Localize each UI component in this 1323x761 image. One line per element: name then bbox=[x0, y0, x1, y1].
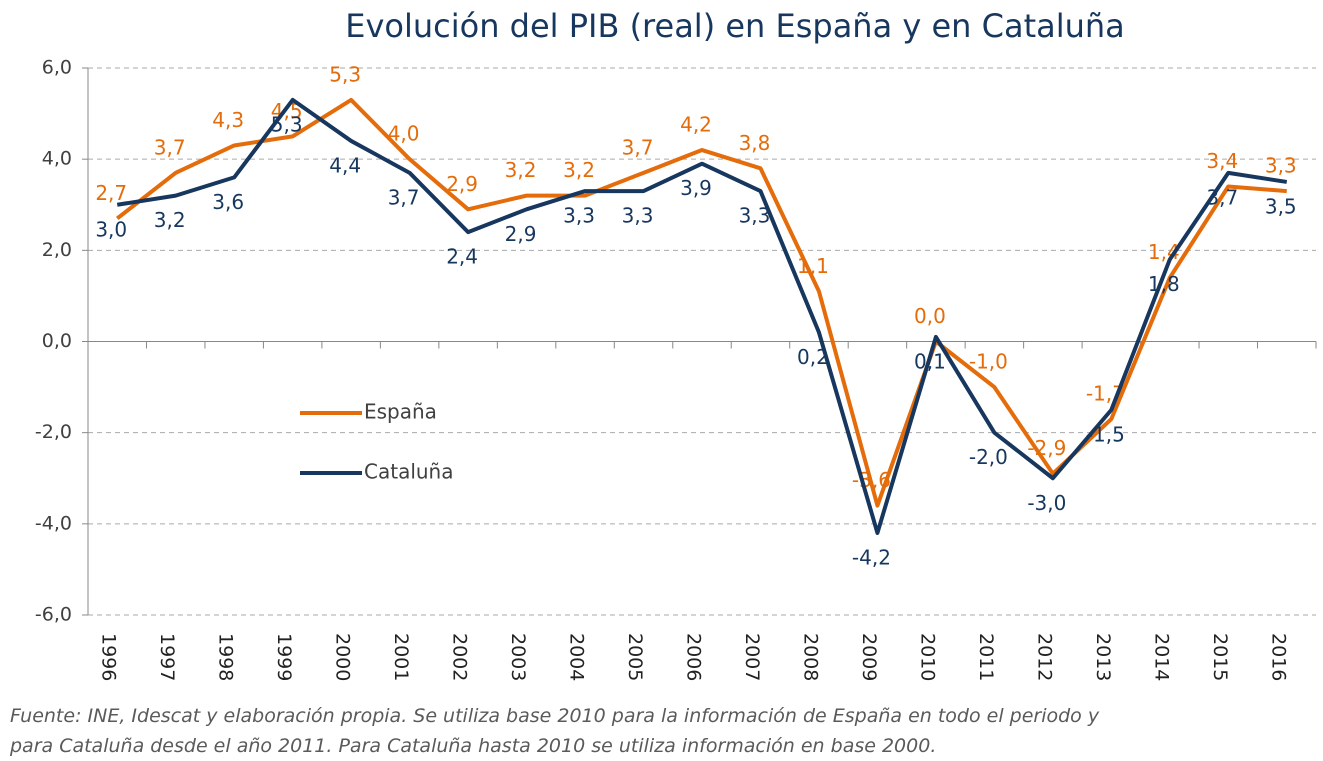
data-label: 3,7 bbox=[388, 185, 420, 209]
data-label: 3,3 bbox=[622, 204, 654, 228]
data-label: 3,7 bbox=[622, 135, 654, 159]
y-tick-label: 2,0 bbox=[42, 239, 72, 261]
data-label: 4,0 bbox=[388, 122, 420, 146]
data-label: -2,9 bbox=[1027, 436, 1066, 460]
x-tick-label: 2003 bbox=[507, 633, 529, 681]
x-tick-label: 2015 bbox=[1209, 633, 1231, 681]
y-tick-label: -4,0 bbox=[35, 512, 72, 534]
data-label: -1,0 bbox=[969, 350, 1008, 374]
y-tick-label: 6,0 bbox=[42, 57, 72, 79]
x-tick-label: 2012 bbox=[1033, 633, 1055, 681]
data-label: 2,4 bbox=[446, 245, 478, 269]
data-label: 2,9 bbox=[505, 222, 537, 246]
series-line bbox=[116, 97, 1287, 508]
data-label: 3,3 bbox=[1265, 154, 1297, 178]
data-label: -1,5 bbox=[1086, 422, 1125, 446]
data-label: 2,9 bbox=[446, 172, 478, 196]
data-label: 3,5 bbox=[1265, 194, 1297, 218]
data-label: 3,4 bbox=[1206, 149, 1238, 173]
footnote: para Cataluña desde el año 2011. Para Ca… bbox=[9, 735, 936, 757]
data-label: 0,0 bbox=[914, 304, 946, 328]
x-tick-label: 1997 bbox=[156, 633, 178, 681]
x-tick-label: 2005 bbox=[624, 633, 646, 681]
data-label: 4,4 bbox=[329, 153, 361, 177]
chart-title: Evolución del PIB (real) en España y en … bbox=[345, 7, 1125, 45]
footnote: Fuente: INE, Idescat y elaboración propi… bbox=[10, 705, 1100, 727]
y-tick-label: 0,0 bbox=[42, 330, 72, 352]
x-tick-label: 2000 bbox=[332, 633, 354, 681]
data-label: 0,1 bbox=[914, 349, 946, 373]
x-tick-label: 2016 bbox=[1267, 633, 1289, 681]
y-tick-label: 4,0 bbox=[42, 148, 72, 170]
x-tick-label: 1996 bbox=[98, 633, 120, 681]
legend-label: España bbox=[364, 400, 437, 424]
data-label: 3,7 bbox=[154, 135, 186, 159]
x-tick-label: 2002 bbox=[449, 633, 471, 681]
data-label: 3,9 bbox=[680, 176, 712, 200]
x-tick-label: 2014 bbox=[1150, 633, 1172, 681]
x-tick-label: 1998 bbox=[215, 633, 237, 681]
data-label: 3,2 bbox=[505, 158, 537, 182]
data-label: -3,0 bbox=[1027, 491, 1066, 515]
data-label: 4,2 bbox=[680, 113, 712, 137]
data-label: 3,8 bbox=[739, 131, 771, 155]
data-label: 3,6 bbox=[212, 190, 244, 214]
data-label: 3,2 bbox=[154, 208, 186, 232]
y-tick-label: -6,0 bbox=[35, 604, 72, 626]
x-tick-label: 2004 bbox=[566, 633, 588, 681]
y-tick-label: -2,0 bbox=[35, 421, 72, 443]
data-label: 0,2 bbox=[797, 345, 829, 369]
x-tick-label: 2011 bbox=[975, 633, 997, 681]
data-label: 3,7 bbox=[1206, 185, 1238, 209]
series-line bbox=[116, 97, 1288, 535]
x-tick-label: 2009 bbox=[858, 633, 880, 681]
x-tick-label: 2010 bbox=[916, 633, 938, 681]
data-label: 3,3 bbox=[739, 204, 771, 228]
x-tick-label: 2001 bbox=[390, 633, 412, 681]
x-tick-label: 2007 bbox=[741, 633, 763, 681]
data-label: 3,0 bbox=[95, 217, 127, 241]
data-label: -2,0 bbox=[969, 445, 1008, 469]
data-label: 2,7 bbox=[95, 181, 127, 205]
data-label: 3,2 bbox=[563, 158, 595, 182]
x-tick-label: 1999 bbox=[273, 633, 295, 681]
x-tick-label: 2008 bbox=[799, 633, 821, 681]
x-tick-label: 2013 bbox=[1092, 633, 1114, 681]
data-label: 3,3 bbox=[563, 204, 595, 228]
legend-label: Cataluña bbox=[364, 460, 453, 484]
data-label: -4,2 bbox=[852, 545, 891, 569]
data-label: 5,3 bbox=[271, 112, 303, 136]
data-label: 1,1 bbox=[797, 254, 829, 278]
data-label: 5,3 bbox=[329, 62, 361, 86]
data-label: 1,8 bbox=[1148, 272, 1180, 296]
x-tick-label: 2006 bbox=[683, 633, 705, 681]
data-label: 4,3 bbox=[212, 108, 244, 132]
